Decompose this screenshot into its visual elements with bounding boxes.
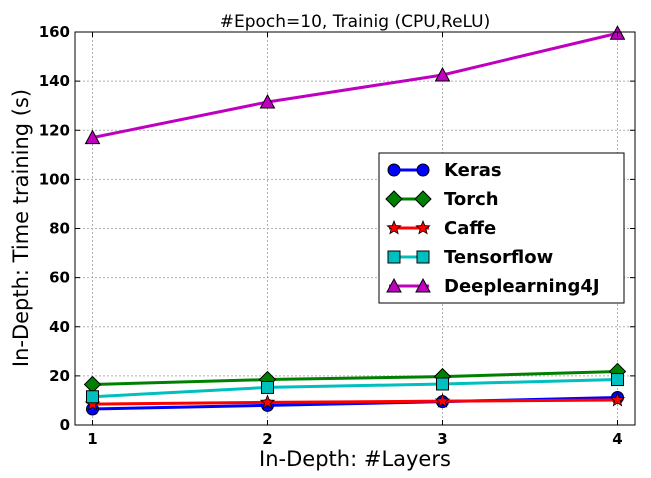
data-point bbox=[83, 375, 102, 394]
legend-marker bbox=[415, 219, 431, 235]
legend-label: Deeplearning4J bbox=[444, 276, 600, 297]
series-layer bbox=[83, 25, 627, 416]
y-tick-label: 60 bbox=[49, 269, 70, 287]
legend-marker bbox=[386, 219, 402, 235]
legend-marker bbox=[386, 277, 402, 293]
x-tick-label: 2 bbox=[262, 430, 272, 448]
legend-label: Caffe bbox=[444, 218, 496, 239]
data-point bbox=[609, 391, 626, 407]
legend-marker bbox=[387, 250, 401, 264]
legend-item: Keras bbox=[387, 160, 502, 181]
data-point bbox=[86, 390, 99, 404]
x-axis-label: In-Depth: #Layers bbox=[259, 447, 451, 471]
data-point bbox=[259, 93, 276, 109]
axis-ticks: 0 20 40 60 80 100 120 140 160 1 2 3 4 bbox=[39, 23, 635, 448]
series-tensorflow bbox=[86, 373, 624, 404]
y-tick-label: 140 bbox=[39, 72, 70, 90]
x-tick-label: 1 bbox=[87, 430, 97, 448]
legend: Keras Torch Caffe Tensorflow Deeplearning4J bbox=[378, 152, 625, 304]
y-tick-label: 20 bbox=[49, 367, 70, 385]
y-tick-label: 160 bbox=[39, 23, 70, 41]
legend-item: Caffe bbox=[386, 218, 496, 239]
y-tick-label: 0 bbox=[60, 416, 70, 434]
legend-marker bbox=[387, 163, 401, 177]
legend-label: Tensorflow bbox=[444, 247, 553, 268]
series-line bbox=[92, 398, 618, 406]
series-line bbox=[92, 31, 618, 140]
y-tick-label: 120 bbox=[39, 121, 70, 139]
data-point bbox=[84, 129, 101, 145]
legend-marker bbox=[416, 163, 430, 177]
chart-title: #Epoch=10, Trainig (CPU,ReLU) bbox=[220, 12, 491, 32]
series-line bbox=[92, 369, 618, 386]
y-tick-label: 100 bbox=[39, 170, 70, 188]
series-deeplearning4j bbox=[84, 25, 626, 145]
legend-item: Torch bbox=[385, 189, 499, 210]
y-tick-label: 40 bbox=[49, 318, 70, 336]
legend-marker bbox=[414, 190, 432, 208]
legend-marker bbox=[385, 190, 403, 208]
legend-marker bbox=[415, 277, 431, 293]
y-tick-label: 80 bbox=[49, 220, 70, 238]
series-line bbox=[92, 378, 618, 399]
legend-item: Tensorflow bbox=[387, 247, 553, 268]
data-point bbox=[434, 66, 451, 82]
x-tick-label: 3 bbox=[437, 430, 447, 448]
data-point bbox=[436, 377, 449, 391]
data-point bbox=[259, 394, 276, 409]
legend-item: Deeplearning4J bbox=[386, 276, 600, 297]
data-point bbox=[611, 373, 624, 387]
legend-label: Torch bbox=[444, 189, 499, 210]
legend-label: Keras bbox=[444, 160, 502, 181]
legend-marker bbox=[416, 250, 430, 264]
x-tick-label: 4 bbox=[612, 430, 622, 448]
data-point bbox=[434, 393, 451, 408]
series-torch bbox=[83, 362, 627, 394]
y-axis-label: In-Depth: Time training (s) bbox=[9, 89, 33, 367]
data-point bbox=[261, 380, 274, 394]
